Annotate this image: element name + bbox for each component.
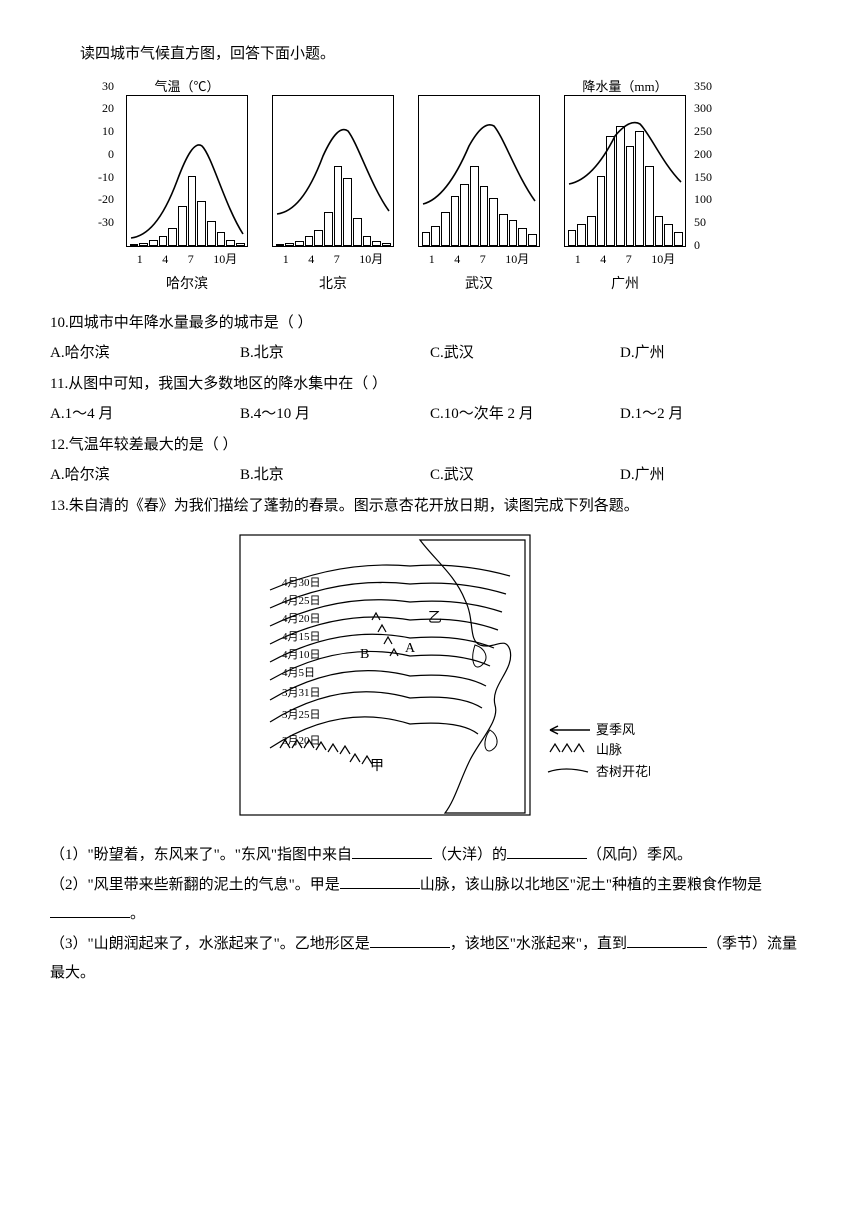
q11-opt-d[interactable]: D.1～2 月 — [620, 400, 810, 429]
legend-mountain: 山脉 — [596, 742, 622, 757]
svg-text:4月25日: 4月25日 — [282, 595, 321, 607]
chart-哈尔滨: 气温（℃）14710月哈尔滨 — [126, 75, 248, 299]
blank-direction[interactable] — [507, 841, 587, 859]
q12-opt-d[interactable]: D.广州 — [620, 461, 810, 490]
q10-opt-b[interactable]: B.北京 — [240, 339, 430, 368]
chart-北京: 14710月北京 — [272, 75, 394, 299]
svg-text:3月25日: 3月25日 — [282, 709, 321, 721]
q10-opt-d[interactable]: D.广州 — [620, 339, 810, 368]
legend-wind: 夏季风 — [596, 722, 635, 737]
blank-ocean[interactable] — [352, 841, 432, 859]
q10-options: A.哈尔滨 B.北京 C.武汉 D.广州 — [50, 339, 810, 368]
q12-opt-c[interactable]: C.武汉 — [430, 461, 620, 490]
q13: 13.朱自清的《春》为我们描绘了蓬勃的春景。图示意杏花开放日期，读图完成下列各题… — [50, 492, 810, 521]
blank-crop[interactable] — [50, 900, 130, 918]
q12-options: A.哈尔滨 B.北京 C.武汉 D.广州 — [50, 461, 810, 490]
q11-opt-c[interactable]: C.10～次年 2 月 — [430, 400, 620, 429]
q13-sub2: （2）"风里带来些新翻的泥土的气息"。甲是山脉，该山脉以北地区"泥土"种植的主要… — [50, 871, 810, 928]
blank-terrain[interactable] — [370, 931, 450, 949]
q13-sub1: （1）"盼望着，东风来了"。"东风"指图中来自（大洋）的（风向）季风。 — [50, 841, 810, 870]
chart-广州: 降水量（mm）14710月广州 — [564, 75, 686, 299]
q10-opt-a[interactable]: A.哈尔滨 — [50, 339, 240, 368]
q10-opt-c[interactable]: C.武汉 — [430, 339, 620, 368]
climate-charts: 3020100-10-20-30 气温（℃）14710月哈尔滨14710月北京1… — [90, 75, 810, 299]
q11-options: A.1～4 月 B.4～10 月 C.10～次年 2 月 D.1～2 月 — [50, 400, 810, 429]
map-figure: 4月30日4月25日4月20日4月15日4月10日4月5日3月31日3月25日3… — [50, 530, 810, 831]
map-label-jia: 甲 — [370, 759, 384, 774]
q11: 11.从图中可知，我国大多数地区的降水集中在（ ） — [50, 370, 810, 399]
blank-mountain[interactable] — [340, 872, 420, 890]
q11-opt-b[interactable]: B.4～10 月 — [240, 400, 430, 429]
q11-opt-a[interactable]: A.1～4 月 — [50, 400, 240, 429]
chart-武汉: 14710月武汉 — [418, 75, 540, 299]
svg-text:3月31日: 3月31日 — [282, 687, 321, 699]
svg-text:4月10日: 4月10日 — [282, 649, 321, 661]
q10: 10.四城市中年降水量最多的城市是（ ） — [50, 309, 810, 338]
q12: 12.气温年较差最大的是（ ） — [50, 431, 810, 460]
svg-text:4月20日: 4月20日 — [282, 613, 321, 625]
q13-sub3: （3）"山朗润起来了，水涨起来了"。乙地形区是，该地区"水涨起来"，直到（季节）… — [50, 930, 810, 987]
q12-opt-b[interactable]: B.北京 — [240, 461, 430, 490]
blank-season[interactable] — [627, 931, 707, 949]
map-label-b: B — [360, 647, 369, 662]
map-label-yi: 乙 — [428, 610, 442, 626]
svg-text:4月30日: 4月30日 — [282, 577, 321, 589]
svg-text:4月15日: 4月15日 — [282, 631, 321, 643]
legend-flower: 杏树开花时间 — [596, 764, 650, 779]
map-label-a: A — [405, 641, 416, 656]
q12-opt-a[interactable]: A.哈尔滨 — [50, 461, 240, 490]
intro-text: 读四城市气候直方图，回答下面小题。 — [50, 40, 810, 69]
svg-text:4月5日: 4月5日 — [282, 667, 315, 679]
